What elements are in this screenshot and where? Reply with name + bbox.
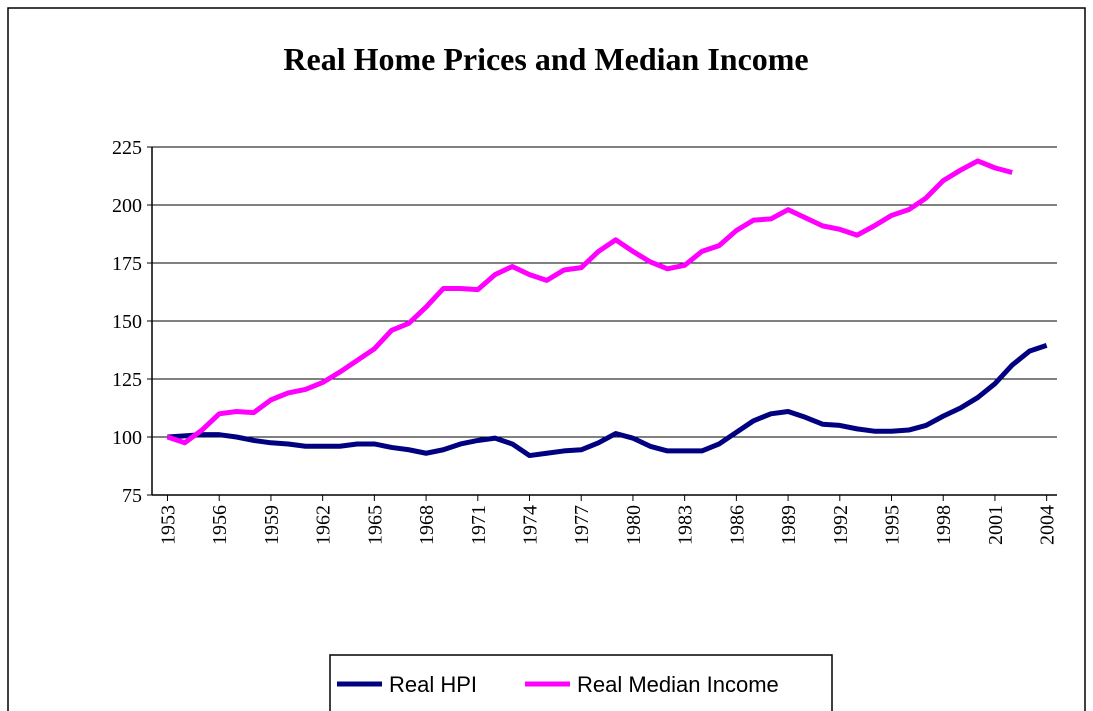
chart-frame <box>7 7 1086 711</box>
x-tick-label: 1965 <box>364 505 386 545</box>
x-tick-label: 1998 <box>933 505 955 545</box>
x-tick-label: 1977 <box>571 505 593 545</box>
y-tick-label: 200 <box>112 195 142 217</box>
x-tick-label: 1953 <box>158 505 180 545</box>
y-tick-label: 150 <box>112 311 142 333</box>
x-tick-label: 1980 <box>623 505 645 545</box>
y-tick-label: 75 <box>122 485 142 507</box>
x-tick-label: 1971 <box>468 505 490 545</box>
x-tick-label: 1992 <box>830 505 852 545</box>
x-tick-label: 1956 <box>209 505 231 545</box>
x-tick-label: 2004 <box>1037 505 1059 545</box>
x-tick-label: 1974 <box>520 505 542 545</box>
y-tick-label: 125 <box>112 369 142 391</box>
x-tick-label: 1959 <box>261 505 283 545</box>
x-tick-label: 1962 <box>313 505 335 545</box>
chart-title: Real Home Prices and Median Income <box>283 41 808 77</box>
x-tick-label: 1986 <box>726 505 748 545</box>
y-tick-label: 175 <box>112 253 142 275</box>
legend-label: Real Median Income <box>577 672 779 697</box>
x-tick-label: 1995 <box>882 505 904 545</box>
x-tick-label: 1989 <box>778 505 800 545</box>
legend-label: Real HPI <box>389 672 477 697</box>
series-line <box>167 342 1048 459</box>
legend <box>329 654 833 711</box>
series-line <box>166 158 1013 446</box>
x-tick-label: 1968 <box>416 505 438 545</box>
x-tick-label: 2001 <box>985 505 1007 545</box>
y-tick-label: 100 <box>112 427 142 449</box>
y-tick-label: 225 <box>112 137 142 159</box>
x-tick-label: 1983 <box>675 505 697 545</box>
